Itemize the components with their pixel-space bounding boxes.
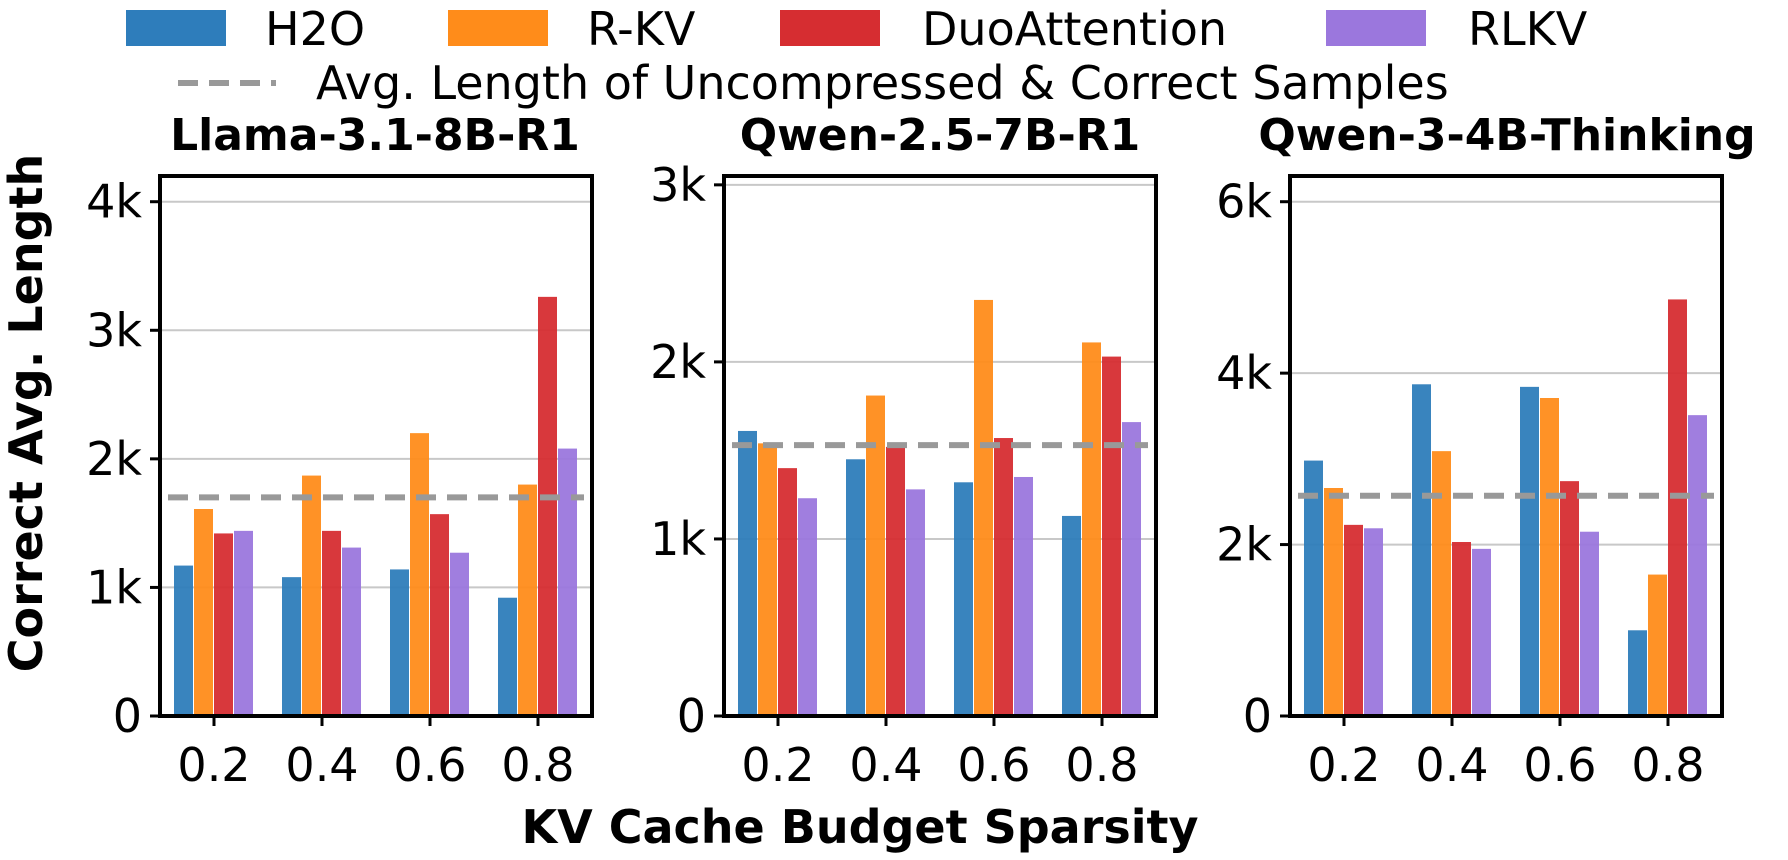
bar-duoattention-0-4 [1452, 542, 1471, 716]
x-tick-label: 0.8 [501, 738, 574, 792]
y-tick-label: 6k [1216, 175, 1272, 229]
x-tick-label: 0.2 [177, 738, 250, 792]
y-tick-label: 3k [86, 303, 142, 357]
bar-h2o-0-4 [846, 459, 865, 716]
y-axis-label: Correct Avg. Length [0, 154, 53, 673]
bar-r-kv-0-6 [1540, 398, 1559, 716]
bar-duoattention-0-4 [886, 446, 905, 716]
legend-label-h2o: H2O [265, 2, 365, 56]
panel-title: Qwen-2.5-7B-R1 [740, 110, 1141, 161]
bar-duoattention-0-6 [994, 438, 1013, 716]
x-axis-label: KV Cache Budget Sparsity [521, 800, 1198, 854]
bar-duoattention-0-2 [214, 533, 233, 716]
bar-rlkv-0-8 [1688, 415, 1707, 716]
x-tick-label: 0.4 [849, 738, 922, 792]
bar-h2o-0-2 [174, 565, 193, 716]
panel-llama-3-1-8b-r1: 0 1k 2k 3k 4k 0.2 0.4 0.6 0.8 Llama-3.1-8B-R1 [86, 110, 594, 792]
bar-h2o-0-6 [390, 569, 409, 716]
y-tick-label: 1k [86, 560, 142, 614]
y-tick-label: 4k [1216, 346, 1272, 400]
bar-rlkv-0-8 [1122, 422, 1141, 716]
bar-rlkv-0-2 [234, 530, 253, 716]
bar-r-kv-0-8 [518, 484, 537, 716]
bar-r-kv-0-2 [758, 443, 777, 716]
bar-h2o-0-8 [1628, 630, 1647, 716]
legend-label-duoattention: DuoAttention [922, 2, 1227, 56]
bar-r-kv-0-4 [866, 395, 885, 716]
x-tick-label: 0.6 [957, 738, 1030, 792]
bar-rlkv-0-2 [798, 498, 817, 716]
x-tick-label: 0.2 [1307, 738, 1380, 792]
legend-label-rlkv: RLKV [1468, 2, 1588, 56]
panel-qwen-2-5-7b-r1: 0 1k 2k 3k 0.2 0.4 0.6 0.8 Qwen-2.5-7B-R1 [650, 110, 1158, 792]
x-tick-label: 0.6 [1523, 738, 1596, 792]
bar-duoattention-0-8 [538, 296, 557, 716]
bar-duoattention-0-4 [322, 530, 341, 716]
legend-reference-label: Avg. Length of Uncompressed & Correct Sa… [316, 56, 1449, 110]
legend: H2O R-KV DuoAttention RLKV Avg. Length o… [126, 2, 1588, 110]
plot-frame [722, 174, 1158, 718]
legend-swatch-duoattention [780, 10, 880, 46]
plot-frame [158, 174, 594, 718]
bar-duoattention-0-2 [778, 468, 797, 716]
bar-duoattention-0-6 [1560, 481, 1579, 716]
bar-h2o-0-6 [1520, 386, 1539, 716]
panel-title: Qwen-3-4B-Thinking [1258, 110, 1755, 161]
panel-qwen-3-4b-thinking: 0 2k 4k 6k 0.2 0.4 0.6 0.8 Qwen-3-4B-Thinking [1216, 110, 1756, 792]
bar-h2o-0-4 [282, 577, 301, 716]
bar-rlkv-0-4 [1472, 548, 1491, 716]
bar-h2o-0-4 [1412, 384, 1431, 716]
bar-duoattention-0-8 [1668, 299, 1687, 716]
bar-duoattention-0-6 [430, 514, 449, 716]
bar-rlkv-0-4 [342, 547, 361, 716]
bar-r-kv-0-8 [1082, 342, 1101, 716]
bar-duoattention-0-8 [1102, 356, 1121, 716]
bar-rlkv-0-6 [1014, 476, 1033, 716]
x-tick-label: 0.6 [393, 738, 466, 792]
legend-label-rkv: R-KV [587, 2, 696, 56]
bar-r-kv-0-8 [1648, 574, 1667, 716]
bar-r-kv-0-4 [1432, 451, 1451, 716]
legend-swatch-rkv [448, 10, 548, 46]
bar-r-kv-0-2 [1324, 488, 1343, 716]
bar-r-kv-0-2 [194, 509, 213, 716]
bar-rlkv-0-6 [1580, 531, 1599, 716]
x-tick-label: 0.8 [1631, 738, 1704, 792]
y-tick-label: 2k [86, 432, 142, 486]
x-tick-label: 0.4 [285, 738, 358, 792]
y-tick-label: 0 [677, 689, 706, 743]
bar-rlkv-0-6 [450, 552, 469, 716]
y-tick-label: 4k [86, 175, 142, 229]
legend-swatch-h2o [126, 10, 226, 46]
panels: 0 1k 2k 3k 4k 0.2 0.4 0.6 0.8 Llama-3.1-8B-R1 0 1k 2… [86, 110, 1756, 792]
bar-h2o-0-8 [498, 597, 517, 716]
bar-rlkv-0-2 [1364, 528, 1383, 716]
bar-h2o-0-2 [1304, 460, 1323, 716]
bar-h2o-0-6 [954, 482, 973, 716]
y-tick-label: 0 [1243, 689, 1272, 743]
y-tick-label: 3k [650, 158, 706, 212]
bar-r-kv-0-4 [302, 475, 321, 716]
y-tick-label: 2k [1216, 518, 1272, 572]
y-tick-label: 2k [650, 335, 706, 389]
bar-r-kv-0-6 [410, 433, 429, 716]
legend-swatch-rlkv [1326, 10, 1426, 46]
bar-r-kv-0-6 [974, 299, 993, 716]
x-tick-label: 0.2 [741, 738, 814, 792]
bar-rlkv-0-4 [906, 489, 925, 716]
x-tick-label: 0.4 [1415, 738, 1488, 792]
bar-duoattention-0-2 [1344, 524, 1363, 716]
x-tick-label: 0.8 [1065, 738, 1138, 792]
bar-rlkv-0-8 [558, 448, 577, 716]
y-tick-label: 1k [650, 512, 706, 566]
plot-frame [1288, 174, 1724, 718]
panel-title: Llama-3.1-8B-R1 [170, 110, 580, 161]
y-tick-label: 0 [113, 689, 142, 743]
bar-h2o-0-2 [738, 430, 757, 716]
bar-h2o-0-8 [1062, 515, 1081, 716]
